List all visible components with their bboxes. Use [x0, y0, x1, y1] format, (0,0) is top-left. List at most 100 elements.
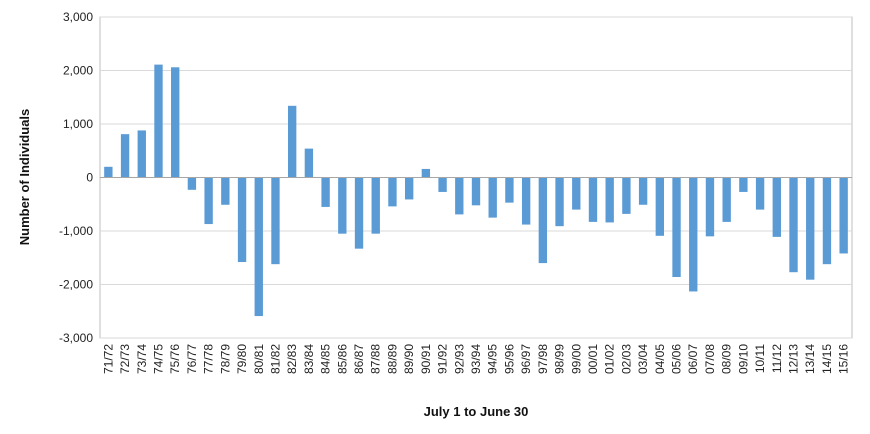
x-tick-label: 10/11	[753, 344, 767, 373]
x-tick-label: 13/14	[803, 344, 817, 374]
x-tick-label: 83/84	[302, 344, 316, 374]
y-tick-label: 1,000	[63, 117, 93, 131]
bar-85-86	[338, 177, 347, 234]
y-axis-title: Number of Individuals	[17, 109, 32, 246]
x-axis-title: July 1 to June 30	[424, 404, 529, 419]
x-tick-label: 81/82	[268, 344, 282, 374]
x-tick-label: 97/98	[536, 344, 550, 374]
x-tick-label: 11/12	[770, 344, 784, 373]
bar-87-88	[371, 177, 380, 234]
x-tick-label: 06/07	[686, 344, 700, 374]
gridlines	[100, 16, 852, 339]
y-tick-label: 3,000	[63, 10, 93, 24]
bar-10-11	[755, 177, 765, 210]
bar-02-03	[622, 177, 631, 214]
bar-83-84	[304, 148, 314, 178]
x-tick-label: 96/97	[519, 344, 533, 374]
bar-09-10	[739, 177, 748, 192]
bar-97-98	[538, 177, 548, 264]
x-tick-label: 02/03	[619, 344, 633, 374]
x-tick-label: 78/79	[218, 344, 232, 374]
bar-94-95	[488, 177, 497, 218]
bar-79-80	[237, 177, 247, 263]
bar-04-05	[655, 177, 664, 236]
bar-90-91	[421, 168, 431, 178]
bar-71-72	[104, 166, 113, 178]
bar-78-79	[221, 177, 230, 205]
x-tick-label: 93/94	[469, 344, 483, 374]
bar-05-06	[672, 177, 681, 278]
x-tick-label: 82/83	[285, 344, 299, 374]
x-tick-label: 92/93	[452, 344, 466, 374]
x-tick-label: 08/09	[720, 344, 734, 374]
y-tick-label: 2,000	[63, 64, 93, 78]
bar-95-96	[505, 177, 514, 203]
bar-89-90	[404, 177, 414, 200]
y-tick-label: -3,000	[59, 331, 93, 345]
bar-86-87	[354, 177, 364, 249]
x-tick-label: 88/89	[385, 344, 399, 374]
x-tick-label: 01/02	[603, 344, 617, 374]
x-tick-label: 72/73	[118, 344, 132, 374]
x-tick-label: 77/78	[202, 344, 216, 374]
x-tick-labels: 71/72 72/73 73/74 74/75 75/76 76/77 77/78 78/79…	[101, 344, 850, 374]
bar-98-99	[555, 177, 564, 227]
x-tick-label: 79/80	[235, 344, 249, 374]
x-tick-label: 98/99	[553, 344, 567, 374]
x-tick-label: 05/06	[670, 344, 684, 374]
bar-00-01	[588, 177, 598, 222]
bar-92-93	[455, 177, 464, 215]
y-tick-label: -1,000	[59, 224, 93, 238]
x-tick-label: 15/16	[837, 344, 851, 374]
x-tick-label: 73/74	[135, 344, 149, 374]
bar-91-92	[438, 177, 447, 192]
bar-01-02	[605, 177, 614, 223]
bar-08-09	[722, 177, 731, 222]
bar-73-74	[137, 130, 146, 178]
x-tick-label: 74/75	[151, 344, 165, 374]
bar-76-77	[187, 177, 197, 190]
bar-03-04	[638, 177, 648, 205]
x-tick-label: 76/77	[185, 344, 199, 374]
x-tick-label: 89/90	[402, 344, 416, 374]
x-tick-label: 85/86	[335, 344, 349, 374]
x-tick-label: 75/76	[168, 344, 182, 374]
bar-88-89	[388, 177, 397, 207]
x-tick-label: 03/04	[636, 344, 650, 374]
x-tick-label: 95/96	[502, 344, 516, 374]
x-tick-label: 94/95	[486, 344, 500, 374]
y-tick-label: -2,000	[59, 278, 93, 292]
bar-75-76	[171, 67, 180, 178]
x-tick-label: 80/81	[252, 344, 266, 374]
x-tick-label: 14/15	[820, 344, 834, 374]
bar-99-00	[572, 177, 581, 210]
bar-80-81	[254, 177, 263, 317]
bar-15-16	[839, 177, 848, 254]
bar-06-07	[689, 177, 698, 292]
x-tick-label: 84/85	[319, 344, 333, 374]
bar-74-75	[154, 64, 163, 178]
bar-07-08	[705, 177, 715, 237]
x-tick-label: 04/05	[653, 344, 667, 374]
bars	[104, 64, 848, 317]
bar-14-15	[822, 177, 832, 265]
x-tick-label: 99/00	[569, 344, 583, 374]
bar-82-83	[288, 105, 297, 178]
bar-77-78	[204, 177, 213, 225]
x-tick-label: 07/08	[703, 344, 717, 374]
x-tick-label: 86/87	[352, 344, 366, 374]
y-tick-label: 0	[86, 171, 93, 185]
x-tick-label: 71/72	[101, 344, 115, 374]
bar-81-82	[271, 177, 280, 265]
x-tick-label: 00/01	[586, 344, 600, 374]
bar-96-97	[521, 177, 531, 225]
bar-72-73	[120, 134, 130, 178]
x-tick-label: 12/13	[787, 344, 801, 374]
bar-13-14	[806, 177, 815, 280]
y-tick-labels: -3,000 -2,000 -1,000 0 1,000 2,000 3,000	[59, 10, 93, 345]
x-tick-label: 90/91	[419, 344, 433, 374]
x-tick-label: 09/10	[736, 344, 750, 374]
x-tick-label: 91/92	[436, 344, 450, 374]
